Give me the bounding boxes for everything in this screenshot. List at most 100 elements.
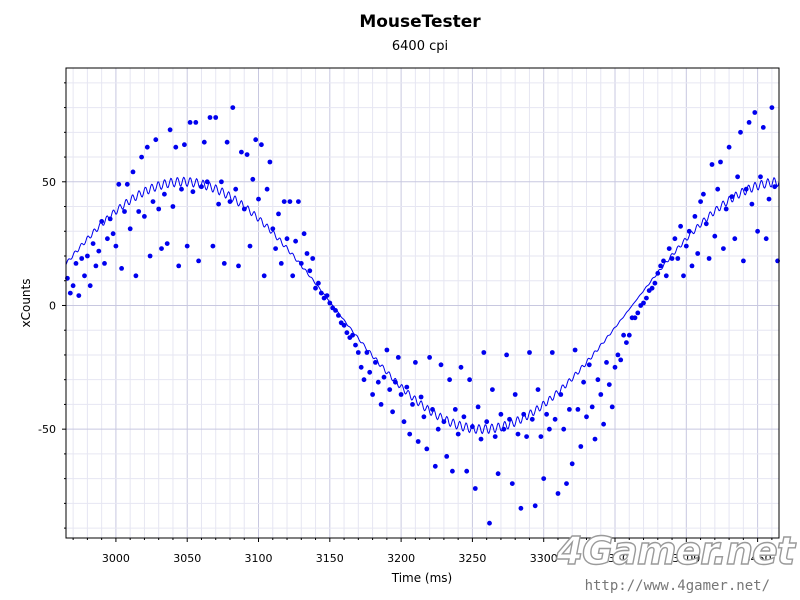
- data-point: [555, 491, 561, 496]
- data-point: [624, 340, 629, 345]
- x-tick-label: 3050: [173, 552, 201, 565]
- data-point: [150, 199, 156, 205]
- data-point: [706, 256, 712, 261]
- data-point: [464, 468, 470, 474]
- watermark-url: http://www.4gamer.net/: [585, 578, 770, 594]
- data-point: [259, 142, 264, 148]
- data-point: [147, 253, 153, 259]
- data-point: [652, 280, 658, 286]
- data-point: [709, 162, 715, 167]
- data-point: [182, 142, 187, 148]
- fit-line-path: [65, 176, 780, 435]
- data-point: [384, 347, 390, 353]
- data-point: [723, 206, 729, 212]
- data-point: [527, 350, 532, 355]
- data-point: [221, 261, 227, 266]
- data-point: [455, 431, 461, 437]
- y-tick-label: 50: [42, 176, 56, 189]
- data-point: [472, 486, 478, 491]
- data-point: [561, 426, 567, 432]
- data-point: [93, 263, 99, 269]
- data-point: [404, 384, 410, 390]
- y-axis-label: xCounts: [19, 279, 33, 328]
- data-point: [233, 186, 239, 192]
- data-point: [67, 290, 73, 296]
- data-point: [427, 355, 432, 360]
- data-point: [644, 295, 649, 301]
- data-point: [90, 241, 96, 247]
- data-point: [606, 382, 612, 387]
- data-point: [695, 251, 701, 256]
- data-point: [370, 392, 375, 397]
- data-point: [418, 394, 424, 400]
- data-point: [732, 236, 738, 242]
- data-point: [447, 377, 452, 383]
- data-point: [142, 214, 147, 219]
- data-point: [746, 120, 752, 125]
- data-point: [250, 176, 256, 182]
- data-point: [592, 436, 598, 442]
- data-point: [549, 350, 555, 355]
- data-point: [612, 364, 618, 370]
- data-point: [164, 241, 170, 247]
- data-point: [686, 228, 692, 234]
- watermark-logo: 4Gamer.net: [556, 529, 797, 573]
- data-point: [119, 266, 124, 271]
- data-point: [364, 350, 370, 355]
- data-point: [130, 169, 136, 175]
- data-point: [743, 186, 749, 192]
- chart-subtitle: 6400 cpi: [392, 39, 448, 54]
- data-point: [641, 300, 646, 306]
- x-tick-label: 3350: [601, 552, 629, 565]
- data-point: [601, 421, 606, 427]
- data-point: [515, 431, 521, 437]
- data-point: [701, 191, 706, 197]
- data-point: [367, 369, 373, 375]
- data-point: [501, 426, 507, 432]
- data-point: [715, 186, 721, 192]
- data-point: [327, 300, 333, 306]
- data-point: [373, 360, 378, 365]
- y-tick-label: 0: [49, 299, 56, 312]
- data-point: [276, 211, 281, 217]
- data-point: [712, 233, 718, 239]
- data-point: [213, 115, 219, 120]
- data-point: [532, 503, 538, 509]
- data-point: [407, 431, 413, 437]
- data-point: [304, 251, 310, 256]
- data-point: [290, 273, 296, 279]
- data-point: [569, 461, 575, 467]
- data-point: [393, 379, 398, 385]
- data-point: [281, 199, 287, 205]
- data-point: [769, 105, 775, 110]
- data-point: [267, 159, 273, 165]
- data-point: [82, 273, 87, 279]
- data-point: [107, 216, 113, 222]
- data-point: [264, 186, 270, 192]
- data-point: [350, 332, 355, 338]
- data-point: [193, 120, 199, 125]
- data-point: [663, 273, 669, 279]
- data-point: [681, 273, 686, 279]
- data-point: [758, 174, 763, 180]
- data-point: [450, 468, 455, 474]
- data-point: [122, 209, 127, 214]
- data-point: [435, 426, 441, 432]
- data-point: [401, 419, 407, 425]
- data-point: [316, 280, 321, 286]
- data-point: [521, 411, 527, 417]
- data-point: [689, 263, 695, 269]
- data-point: [344, 330, 350, 336]
- x-axis-label: Time (ms): [391, 571, 453, 585]
- grid-lines: [66, 68, 779, 538]
- data-point: [421, 414, 427, 420]
- data-point: [490, 387, 495, 392]
- data-point: [529, 416, 535, 422]
- plot-frame: [65, 67, 780, 539]
- data-point: [207, 115, 213, 120]
- data-point: [85, 253, 90, 259]
- data-point: [398, 392, 404, 397]
- data-point: [518, 505, 524, 511]
- data-point: [333, 308, 338, 313]
- fit-line: [65, 176, 780, 435]
